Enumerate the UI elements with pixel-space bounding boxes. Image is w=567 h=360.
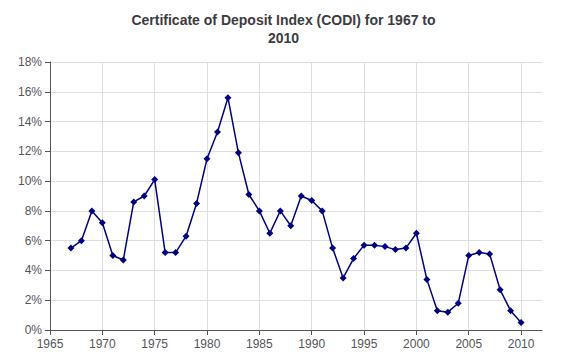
svg-text:2%: 2% — [25, 293, 43, 307]
svg-text:1980: 1980 — [194, 337, 221, 351]
svg-text:1970: 1970 — [89, 337, 116, 351]
svg-text:10%: 10% — [18, 174, 42, 188]
svg-text:4%: 4% — [25, 263, 43, 277]
svg-text:6%: 6% — [25, 234, 43, 248]
svg-text:18%: 18% — [18, 55, 42, 69]
svg-text:1995: 1995 — [351, 337, 378, 351]
svg-text:2010: 2010 — [268, 30, 299, 46]
svg-text:2005: 2005 — [455, 337, 482, 351]
svg-text:16%: 16% — [18, 85, 42, 99]
svg-text:Certificate of Deposit Index (: Certificate of Deposit Index (CODI) for … — [131, 12, 435, 28]
svg-text:2010: 2010 — [508, 337, 535, 351]
svg-text:1990: 1990 — [298, 337, 325, 351]
svg-text:0%: 0% — [25, 323, 43, 337]
svg-text:14%: 14% — [18, 115, 42, 129]
svg-text:2000: 2000 — [403, 337, 430, 351]
svg-text:1975: 1975 — [141, 337, 168, 351]
svg-text:1965: 1965 — [37, 337, 64, 351]
svg-text:8%: 8% — [25, 204, 43, 218]
svg-text:12%: 12% — [18, 144, 42, 158]
svg-text:1985: 1985 — [246, 337, 273, 351]
